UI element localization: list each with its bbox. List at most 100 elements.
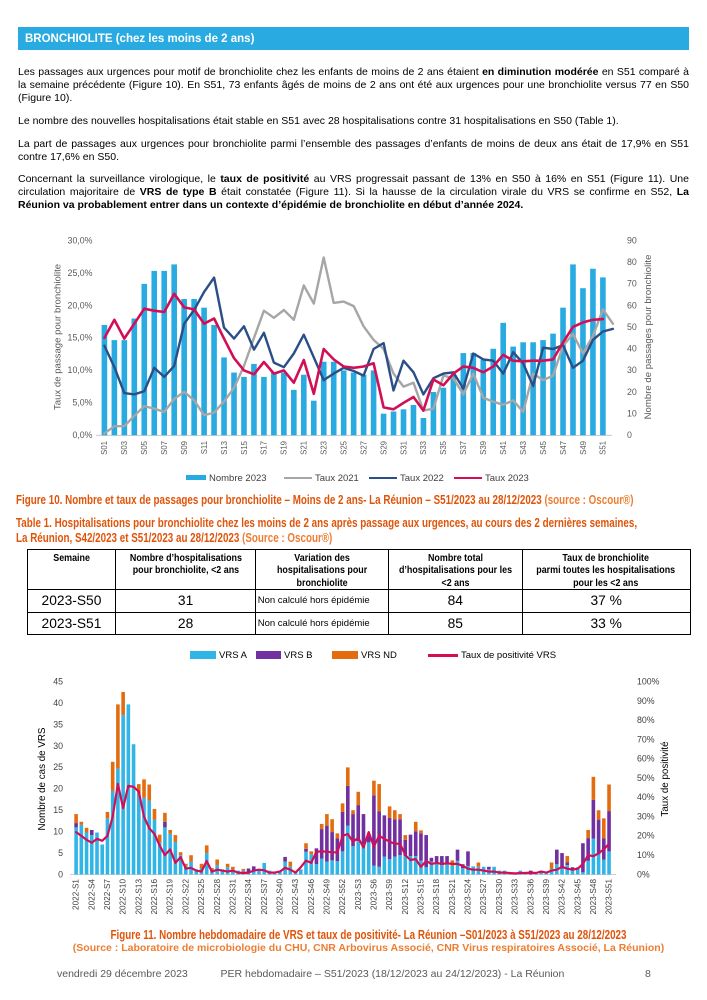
svg-text:2023-S18: 2023-S18 bbox=[432, 879, 441, 915]
svg-text:40: 40 bbox=[627, 344, 637, 354]
svg-text:0: 0 bbox=[58, 869, 63, 879]
svg-text:10: 10 bbox=[627, 409, 637, 419]
svg-text:S03: S03 bbox=[120, 441, 129, 455]
svg-text:10%: 10% bbox=[637, 850, 655, 860]
svg-text:2022-S13: 2022-S13 bbox=[134, 879, 143, 915]
svg-text:30: 30 bbox=[627, 365, 637, 375]
svg-text:35: 35 bbox=[53, 719, 63, 729]
svg-text:S21: S21 bbox=[300, 441, 309, 455]
svg-text:S33: S33 bbox=[419, 441, 428, 455]
svg-text:2022-S49: 2022-S49 bbox=[323, 879, 332, 915]
svg-text:10: 10 bbox=[53, 826, 63, 836]
svg-text:S23: S23 bbox=[320, 441, 329, 455]
svg-text:S29: S29 bbox=[379, 441, 388, 455]
svg-text:2023-S45: 2023-S45 bbox=[573, 879, 582, 915]
svg-text:70%: 70% bbox=[637, 734, 655, 744]
svg-text:S31: S31 bbox=[399, 441, 408, 455]
svg-text:2023-S24: 2023-S24 bbox=[464, 879, 473, 915]
svg-text:S19: S19 bbox=[280, 441, 289, 455]
svg-text:40: 40 bbox=[53, 698, 63, 708]
svg-text:2022-S7: 2022-S7 bbox=[103, 879, 112, 910]
svg-text:70: 70 bbox=[627, 279, 637, 289]
svg-text:2022-S52: 2022-S52 bbox=[338, 879, 347, 915]
svg-text:S25: S25 bbox=[340, 440, 349, 455]
svg-text:2023-S21: 2023-S21 bbox=[448, 879, 457, 915]
svg-text:0%: 0% bbox=[637, 869, 650, 879]
svg-text:2023-S3: 2023-S3 bbox=[354, 879, 363, 910]
svg-text:S13: S13 bbox=[220, 441, 229, 455]
svg-text:20: 20 bbox=[627, 387, 637, 397]
svg-text:2023-S48: 2023-S48 bbox=[589, 879, 598, 915]
svg-text:S07: S07 bbox=[160, 441, 169, 455]
svg-text:Nombre de cas de VRS: Nombre de cas de VRS bbox=[37, 727, 48, 830]
svg-text:25,0%: 25,0% bbox=[68, 268, 93, 278]
svg-text:15: 15 bbox=[53, 805, 63, 815]
svg-text:S09: S09 bbox=[180, 441, 189, 455]
svg-text:S51: S51 bbox=[599, 441, 608, 455]
svg-text:Taux de positivité: Taux de positivité bbox=[660, 741, 671, 817]
svg-text:2023-S12: 2023-S12 bbox=[401, 879, 410, 915]
svg-text:2023-S15: 2023-S15 bbox=[417, 879, 426, 915]
svg-text:2022-S1: 2022-S1 bbox=[72, 879, 81, 910]
svg-text:2022-S46: 2022-S46 bbox=[307, 879, 316, 915]
svg-text:50: 50 bbox=[627, 322, 637, 332]
svg-text:2022-S34: 2022-S34 bbox=[244, 879, 253, 915]
svg-text:25: 25 bbox=[53, 762, 63, 772]
svg-text:2022-S16: 2022-S16 bbox=[150, 879, 159, 915]
svg-text:2023-S9: 2023-S9 bbox=[385, 879, 394, 910]
svg-text:2022-S37: 2022-S37 bbox=[260, 879, 269, 915]
svg-text:2023-S27: 2023-S27 bbox=[479, 879, 488, 915]
svg-text:2022-S43: 2022-S43 bbox=[291, 879, 300, 915]
svg-text:90%: 90% bbox=[637, 696, 655, 706]
svg-text:S37: S37 bbox=[459, 441, 468, 455]
svg-text:0,0%: 0,0% bbox=[72, 430, 92, 440]
svg-text:S39: S39 bbox=[479, 441, 488, 455]
svg-text:S11: S11 bbox=[200, 441, 209, 454]
svg-text:40%: 40% bbox=[637, 792, 655, 802]
svg-text:2022-S19: 2022-S19 bbox=[166, 879, 175, 915]
svg-text:30: 30 bbox=[53, 741, 63, 751]
svg-text:S47: S47 bbox=[559, 441, 568, 455]
svg-text:S27: S27 bbox=[359, 441, 368, 455]
svg-text:S15: S15 bbox=[240, 440, 249, 455]
svg-text:Taux de passage pour bronchiol: Taux de passage pour bronchiolite bbox=[53, 264, 64, 410]
svg-text:20,0%: 20,0% bbox=[68, 300, 93, 310]
svg-text:2023-S39: 2023-S39 bbox=[542, 879, 551, 915]
svg-text:90: 90 bbox=[627, 235, 637, 245]
svg-text:S43: S43 bbox=[519, 441, 528, 455]
svg-text:2023-S36: 2023-S36 bbox=[526, 879, 535, 915]
svg-text:2022-S25: 2022-S25 bbox=[197, 879, 206, 915]
svg-text:45: 45 bbox=[53, 677, 63, 687]
svg-text:10,0%: 10,0% bbox=[68, 365, 93, 375]
svg-text:20%: 20% bbox=[637, 831, 655, 841]
svg-text:S35: S35 bbox=[439, 440, 448, 455]
svg-text:100%: 100% bbox=[637, 677, 660, 687]
svg-text:60%: 60% bbox=[637, 754, 655, 764]
svg-text:2023-S51: 2023-S51 bbox=[605, 879, 614, 915]
svg-text:Nombre de passages pour bronch: Nombre de passages pour bronchiolite bbox=[643, 255, 654, 420]
svg-text:50%: 50% bbox=[637, 773, 655, 783]
svg-text:0: 0 bbox=[627, 430, 632, 440]
svg-text:S49: S49 bbox=[579, 441, 588, 455]
svg-text:2023-S30: 2023-S30 bbox=[495, 879, 504, 915]
svg-text:80%: 80% bbox=[637, 715, 655, 725]
svg-text:S45: S45 bbox=[539, 440, 548, 455]
svg-text:2022-S22: 2022-S22 bbox=[181, 879, 190, 915]
svg-text:15,0%: 15,0% bbox=[68, 333, 93, 343]
svg-text:2022-S31: 2022-S31 bbox=[228, 879, 237, 915]
svg-text:5,0%: 5,0% bbox=[72, 398, 92, 408]
svg-text:2023-S42: 2023-S42 bbox=[558, 879, 567, 915]
svg-text:S01: S01 bbox=[100, 441, 109, 455]
svg-text:2022-S10: 2022-S10 bbox=[119, 879, 128, 915]
svg-text:2023-S6: 2023-S6 bbox=[370, 879, 379, 910]
svg-text:S41: S41 bbox=[499, 441, 508, 455]
svg-text:S05: S05 bbox=[140, 440, 149, 455]
svg-text:2023-S33: 2023-S33 bbox=[511, 879, 520, 915]
svg-text:20: 20 bbox=[53, 784, 63, 794]
svg-text:2022-S40: 2022-S40 bbox=[276, 879, 285, 915]
svg-text:30,0%: 30,0% bbox=[68, 235, 93, 245]
svg-text:S17: S17 bbox=[260, 441, 269, 455]
svg-text:30%: 30% bbox=[637, 812, 655, 822]
svg-text:60: 60 bbox=[627, 300, 637, 310]
svg-text:5: 5 bbox=[58, 848, 63, 858]
